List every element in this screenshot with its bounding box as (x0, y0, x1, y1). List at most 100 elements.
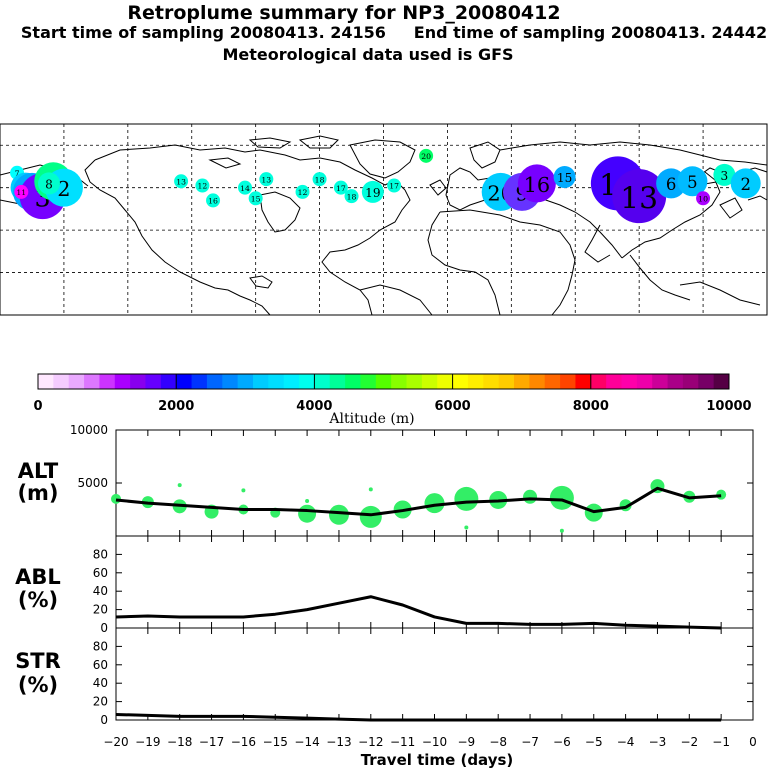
plume-marker (696, 191, 711, 206)
map-gridlines (0, 124, 767, 315)
colorbar-cell (345, 374, 361, 389)
plume-marker-label: 13 (261, 175, 271, 184)
y-tick-label: 5000 (77, 476, 108, 490)
plume-marker (248, 191, 263, 206)
x-tick-label: −20 (103, 735, 128, 749)
altitude-marker (305, 499, 310, 504)
colorbar-cell (145, 374, 162, 389)
x-tick-label: −11 (390, 735, 415, 749)
plume-marker (195, 178, 210, 193)
plume-marker-label: 5 (687, 173, 698, 192)
colorbar-cells (38, 374, 730, 389)
colorbar-cell (590, 374, 607, 389)
y-axis-label: (m) (17, 481, 58, 505)
colorbar-cell (621, 374, 638, 389)
panel-str: 0 20 40 60 80 STR(%) (15, 627, 754, 727)
y-axis-label: STR (15, 649, 61, 673)
colorbar-cell (667, 374, 684, 389)
x-tick-label: −18 (167, 735, 192, 749)
colorbar-cell (84, 374, 100, 389)
chart-title: Retroplume summary for NP3_20080412 (127, 2, 561, 24)
plume-marker-label: 13 (620, 181, 658, 216)
y-axis-label: ALT (18, 459, 59, 483)
colorbar-cell (53, 374, 70, 389)
sampling-time-subtitle: Start time of sampling 20080413. 24156 E… (20, 23, 768, 42)
colorbar-cell (391, 374, 408, 389)
colorbar-cell (222, 374, 239, 389)
plume-marker-label: 16 (208, 197, 218, 206)
timeseries-panels: 500010000ALT(m)020406080ABL(%)020406080S… (15, 423, 754, 727)
plume-marker-label: 20 (421, 152, 431, 161)
colorbar-cell (329, 374, 346, 389)
colorbar-tick-label: 4000 (296, 399, 332, 414)
plume-marker (553, 166, 576, 189)
colorbar-cell (237, 374, 254, 389)
colorbar-cell (314, 374, 331, 389)
colorbar-cell (606, 374, 623, 389)
colorbar-cell (437, 374, 454, 389)
x-tick-label: −8 (489, 735, 507, 749)
colorbar-cell (299, 374, 315, 389)
x-tick-label: −17 (199, 735, 224, 749)
x-tick-label: −2 (680, 735, 698, 749)
plume-marker-label: 2 (740, 175, 751, 194)
plume-marker (713, 163, 736, 186)
colorbar-tick-label: 0 (33, 399, 42, 414)
plume-marker-label: 3 (721, 169, 729, 183)
plume-marker-label: 12 (298, 188, 308, 197)
altitude-marker (328, 504, 349, 525)
altitude-marker (454, 486, 479, 511)
x-tick-label: −9 (457, 735, 475, 749)
plume-marker (344, 189, 359, 204)
y-tick-label: 60 (93, 658, 108, 672)
x-axis-ticks: −20 −19 −18 −17 −16 −15 −14 −13 −12 −11 −10 −9 −8 −7−… (103, 735, 756, 749)
y-tick-label: 80 (93, 547, 108, 561)
plume-marker-label: 15 (557, 171, 572, 185)
colorbar-cell (206, 374, 223, 389)
plume-marker-label: 19 (365, 186, 380, 200)
plume-marker-label: 6 (666, 175, 677, 194)
colorbar-cell (68, 374, 85, 389)
altitude-marker (368, 487, 373, 492)
colorbar-cell (176, 374, 193, 389)
plume-marker-label: 11 (16, 188, 26, 197)
colorbar-cell (560, 374, 576, 389)
colorbar-tick-label: 8000 (573, 399, 609, 414)
altitude-marker (549, 485, 574, 510)
plume-marker-label: 12 (198, 182, 208, 191)
plume-marker-label: 14 (240, 184, 250, 193)
colorbar-cell (38, 374, 54, 389)
altitude-marker (523, 489, 538, 504)
meteo-data-subtitle: Meteorological data used is GFS (222, 45, 514, 64)
altitude-marker (559, 528, 564, 533)
plume-marker (517, 164, 556, 203)
x-tick-label: −16 (231, 735, 256, 749)
plume-marker-label: 8 (45, 177, 53, 191)
colorbar-cell (268, 374, 285, 389)
colorbar-cell (652, 374, 669, 389)
x-tick-label: −3 (649, 735, 667, 749)
x-tick-label: −19 (135, 735, 160, 749)
plume-marker (259, 172, 274, 187)
plume-marker-label: 15 (251, 194, 261, 203)
y-tick-label: 40 (93, 676, 108, 690)
altitude-marker (177, 483, 182, 488)
y-tick-label: 20 (93, 695, 108, 709)
plume-markers: 7131342811131216141513121817181917202091… (10, 148, 761, 224)
plume-marker-label: 16 (524, 173, 551, 197)
series-line (115, 712, 722, 722)
colorbar-cell (467, 374, 484, 389)
panel-frame (115, 535, 754, 629)
colorbar-cell (713, 374, 730, 389)
colorbar-cell (130, 374, 146, 389)
plume-marker (14, 184, 29, 199)
colorbar-cell (283, 374, 300, 389)
plume-marker-label: 18 (315, 175, 325, 184)
panel-abl: 0 20 40 60 80 ABL(%) (15, 535, 754, 635)
y-tick-label: 20 (93, 603, 108, 617)
colorbar-tick-label: 2000 (158, 399, 194, 414)
colorbar-tick-label: 6000 (435, 399, 471, 414)
y-tick-label: 0 (100, 621, 108, 635)
y-tick-label: 60 (93, 566, 108, 580)
